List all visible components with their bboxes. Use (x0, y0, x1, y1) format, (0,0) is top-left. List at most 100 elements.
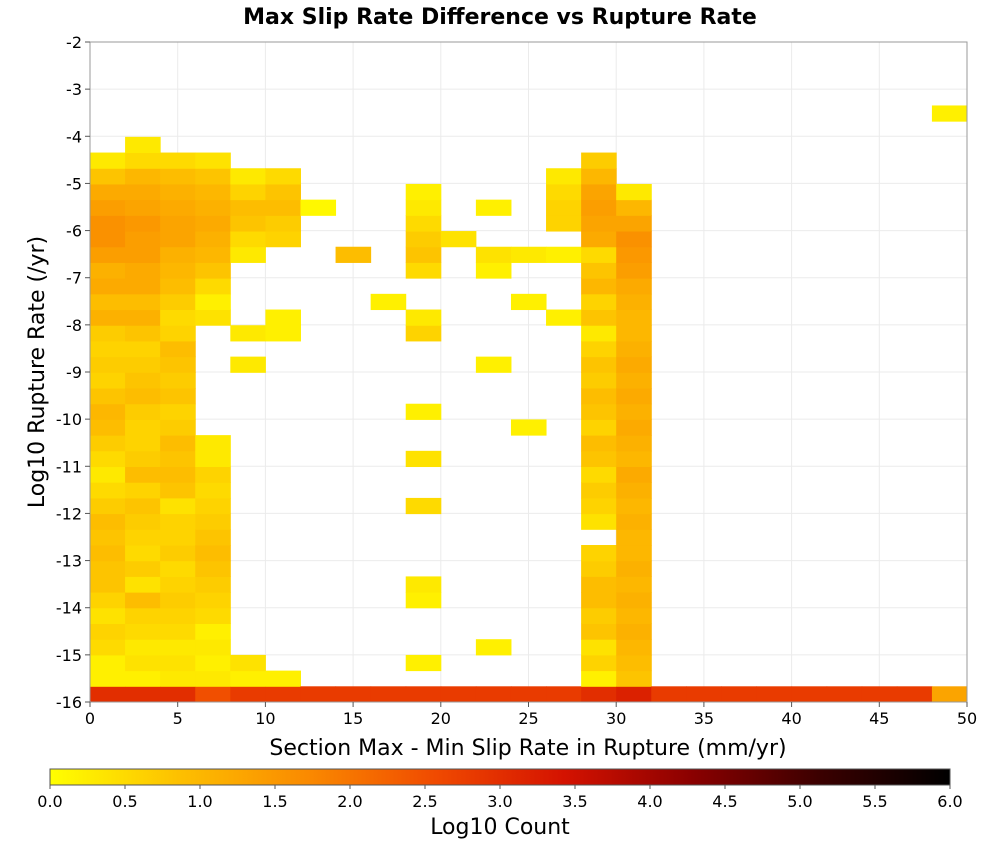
heatmap-cell (195, 246, 231, 263)
heatmap-cell (125, 152, 161, 169)
heatmap-cell (90, 450, 126, 468)
heatmap-cell (440, 686, 477, 703)
heatmap-cell (581, 278, 617, 295)
heatmap-cell (160, 670, 196, 687)
heatmap-cell (195, 497, 231, 515)
heatmap-cell (616, 482, 652, 499)
y-tick-label: -2 (66, 33, 82, 52)
colorbar-tick-label: 0.0 (37, 792, 62, 811)
heatmap-cell (616, 356, 652, 373)
heatmap-cell (160, 199, 196, 216)
heatmap-cell (125, 340, 161, 358)
x-axis-ticks: 0 5 10 15 20 25 30 35 40 45 50 (85, 702, 977, 728)
heatmap-cell (160, 482, 196, 499)
y-axis-ticks: -2 -3 -4 -5 -6 -7 -8 -9 -10 -11 -12 -13 -14 -15 -16 (56, 33, 90, 712)
heatmap-cell (405, 592, 442, 609)
heatmap-cell (405, 262, 442, 279)
heatmap-cell (581, 560, 617, 577)
heatmap-cell (195, 168, 231, 185)
heatmap-cell (160, 278, 196, 295)
heatmap-cell (195, 215, 231, 232)
colorbar (49, 768, 951, 786)
heatmap-cell (546, 215, 582, 232)
heatmap-cell (125, 183, 161, 201)
heatmap-cell (581, 231, 617, 248)
heatmap-cell (581, 639, 617, 656)
heatmap-cell (405, 246, 442, 263)
x-tick-label: 30 (606, 709, 626, 728)
heatmap-cell (90, 545, 126, 562)
heatmap-cell (90, 403, 126, 420)
heatmap-cell (405, 497, 442, 515)
x-tick-label: 40 (781, 709, 801, 728)
heatmap-cell (195, 199, 231, 216)
heatmap-cell (195, 623, 231, 640)
heatmap-cell (756, 686, 793, 703)
colorbar-tick-label: 2.5 (412, 792, 437, 811)
colorbar-tick-label: 1.5 (262, 792, 287, 811)
y-tick-label: -12 (56, 504, 82, 523)
chart-title: Max Slip Rate Difference vs Rupture Rate (243, 5, 757, 30)
x-tick-label: 5 (173, 709, 183, 728)
heatmap-cell (581, 435, 617, 452)
heatmap-cell (90, 152, 126, 169)
heatmap-cell (300, 199, 337, 216)
heatmap-cell (230, 199, 266, 216)
heatmap-cell (90, 168, 126, 185)
heatmap-cell (265, 215, 301, 232)
heatmap-cell (125, 325, 161, 342)
heatmap-cell (651, 686, 687, 703)
heatmap-cell (125, 419, 161, 436)
heatmap-cell (125, 262, 161, 279)
heatmap-cell (335, 686, 372, 703)
heatmap-cell (195, 309, 231, 326)
heatmap-cell (160, 560, 196, 577)
colorbar-tick-label: 3.5 (562, 792, 587, 811)
y-tick-label: -7 (66, 269, 82, 288)
colorbar-tick-label: 5.0 (787, 792, 812, 811)
heatmap-cell (405, 654, 442, 672)
heatmap-cell (616, 340, 652, 358)
heatmap-cell (230, 231, 266, 248)
heatmap-cell (125, 592, 161, 609)
heatmap-cell (546, 183, 582, 201)
heatmap-cell (370, 293, 407, 311)
heatmap-cell (160, 325, 196, 342)
colorbar-tick-label: 3.0 (487, 792, 512, 811)
heatmap-cell (90, 372, 126, 389)
y-tick-label: -11 (56, 457, 82, 476)
x-axis-label: Section Max - Min Slip Rate in Rupture (… (269, 736, 786, 761)
heatmap-cell (230, 183, 266, 201)
heatmap-cell (90, 576, 126, 593)
heatmap-cell (90, 466, 126, 483)
heatmap-cell (160, 450, 196, 468)
heatmap-cell (160, 152, 196, 169)
heatmap-cell (581, 246, 617, 263)
heatmap-cell (90, 356, 126, 373)
heatmap-cell (160, 545, 196, 562)
y-tick-label: -9 (66, 363, 82, 382)
heatmap-cell (791, 686, 828, 703)
heatmap-cell (90, 670, 126, 687)
heatmap-cell (616, 545, 652, 562)
heatmap-cell (616, 199, 652, 216)
heatmap-cell (160, 686, 196, 703)
heatmap-cell (581, 325, 617, 342)
heatmap-cell (405, 403, 442, 420)
heatmap-cell (125, 403, 161, 420)
heatmap-cell (195, 152, 231, 169)
heatmap-cell (405, 576, 442, 593)
heatmap-cell (125, 450, 161, 468)
heatmap-cell (581, 686, 617, 703)
heatmap-cell (616, 576, 652, 593)
heatmap-cell (581, 607, 617, 625)
heatmap-cell (195, 545, 231, 562)
heatmap-cell (581, 403, 617, 420)
heatmap-cell (160, 639, 196, 656)
heatmap-cell (90, 654, 126, 672)
heatmap-cell (125, 686, 161, 703)
heatmap-cell (125, 388, 161, 405)
heatmap-cell (90, 639, 126, 656)
colorbar-tick-label: 6.0 (937, 792, 962, 811)
heatmap-cell (125, 278, 161, 295)
